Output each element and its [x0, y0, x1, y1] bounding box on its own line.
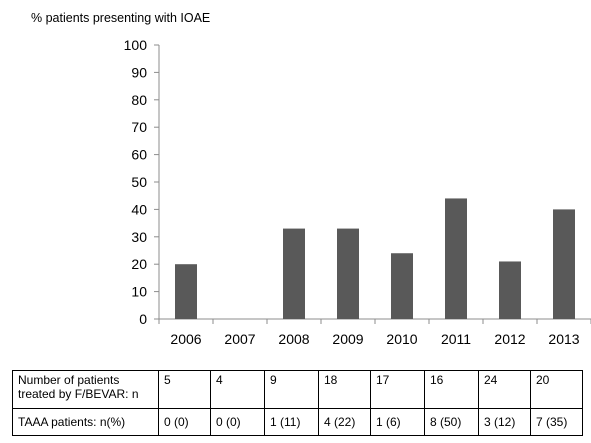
y-axis-title: % patients presenting with IOAE [31, 11, 211, 25]
x-tick-label: 2010 [386, 331, 417, 347]
y-tick-label: 50 [131, 174, 147, 190]
row-label-fbevar: Number of patients treated by F/BEVAR: n [12, 370, 159, 409]
y-tick-label: 40 [131, 201, 147, 217]
table-row-taaa: TAAA patients: n(%) 0 (0) 0 (0) 1 (11) 4… [12, 408, 583, 436]
table-row-fbevar: Number of patients treated by F/BEVAR: n… [12, 370, 583, 409]
bar-chart: 0 10 20 30 40 50 60 70 80 90 100 2006 2007 2008 2009 20… [124, 37, 591, 347]
y-tick-label: 10 [131, 284, 147, 300]
y-tick-label: 0 [139, 311, 147, 327]
x-tick-label: 2008 [278, 331, 309, 347]
row-label-taaa: TAAA patients: n(%) [12, 408, 159, 436]
bar-2008 [283, 228, 305, 319]
bar-2011 [445, 198, 467, 319]
bar-2009 [337, 228, 359, 319]
cell-fbevar-2007: 4 [210, 370, 265, 409]
cell-fbevar-2011: 16 [424, 370, 479, 409]
bar-2012 [499, 261, 521, 319]
y-tick-label: 60 [131, 147, 147, 163]
bar-2010 [391, 253, 413, 319]
cell-taaa-2009: 4 (22) [318, 408, 371, 436]
cell-taaa-2008: 1 (11) [264, 408, 319, 436]
cell-taaa-2007: 0 (0) [210, 408, 265, 436]
cell-fbevar-2008: 9 [264, 370, 319, 409]
cell-taaa-2011: 8 (50) [424, 408, 479, 436]
cell-taaa-2010: 1 (6) [370, 408, 425, 436]
y-tick-label: 70 [131, 119, 147, 135]
cell-fbevar-2012: 24 [478, 370, 531, 409]
cell-fbevar-2010: 17 [370, 370, 425, 409]
x-tick-label: 2009 [332, 331, 363, 347]
x-tick-label: 2006 [170, 331, 201, 347]
x-tick-label: 2013 [548, 331, 579, 347]
cell-fbevar-2009: 18 [318, 370, 371, 409]
x-tick-label: 2011 [441, 331, 471, 347]
x-tick-label: 2007 [224, 331, 255, 347]
x-tick-label: 2012 [494, 331, 525, 347]
patients-table: Number of patients treated by F/BEVAR: n… [12, 370, 583, 436]
bar-2006 [175, 264, 197, 319]
cell-taaa-2006: 0 (0) [158, 408, 211, 436]
y-tick-label: 20 [131, 256, 147, 272]
y-tick-label: 100 [124, 37, 148, 53]
y-tick-label: 30 [131, 229, 147, 245]
y-tick-label: 80 [131, 92, 147, 108]
y-tick-label: 90 [131, 64, 147, 80]
cell-fbevar-2006: 5 [158, 370, 211, 409]
cell-fbevar-2013: 20 [530, 370, 583, 409]
cell-taaa-2013: 7 (35) [530, 408, 583, 436]
cell-taaa-2012: 3 (12) [478, 408, 531, 436]
bar-2013 [553, 209, 575, 319]
